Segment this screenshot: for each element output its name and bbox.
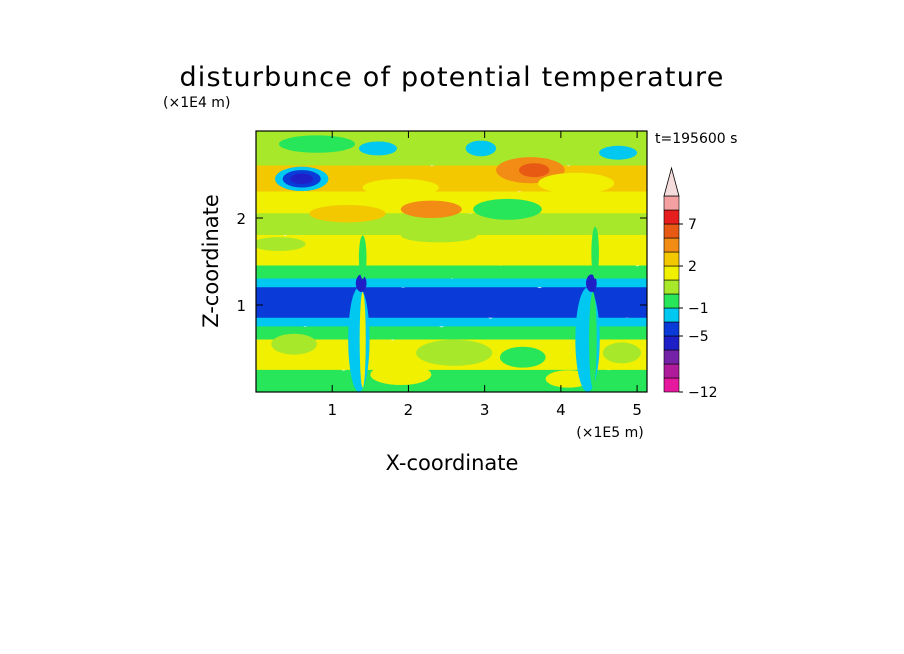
y-axis: 12 — [236, 210, 647, 315]
contour-band — [256, 226, 647, 266]
contour-feature — [473, 198, 542, 220]
contour-feature — [400, 200, 462, 218]
contour-feature — [309, 204, 386, 223]
x-unit-label: (×1E5 m) — [576, 425, 643, 441]
x-tick-label: 2 — [404, 401, 414, 419]
x-tick-label: 1 — [327, 401, 337, 419]
contour-feature — [370, 364, 432, 386]
contour-feature — [359, 291, 366, 388]
colorbar-segment — [663, 237, 680, 253]
contour-feature — [358, 141, 398, 156]
contour-feature — [591, 226, 599, 279]
colorbar-segment — [663, 377, 680, 393]
colorbar-segment — [663, 251, 680, 267]
colorbar-segment — [663, 223, 680, 239]
colorbar-segment — [663, 195, 680, 211]
colorbar-label: −1 — [688, 301, 709, 317]
contour-feature — [518, 163, 550, 178]
contour-feature — [256, 237, 306, 252]
plot-frame — [255, 130, 648, 393]
colorbar-segment — [663, 321, 680, 337]
colorbar-segment — [663, 307, 680, 323]
colorbar-label: −5 — [688, 329, 709, 345]
y-axis-label: Z-coordinate — [199, 194, 223, 328]
x-axis: 1 2 3 4 5 — [327, 131, 642, 419]
contour-feature — [602, 342, 641, 364]
contour-feature — [598, 145, 638, 160]
colorbar-extend-arrow — [663, 166, 680, 197]
contour-feature — [271, 333, 317, 355]
colorbar-segment — [663, 363, 680, 379]
contour-feature — [400, 228, 478, 243]
colorbar-segment — [663, 349, 680, 365]
contour-band — [256, 131, 647, 166]
contour-feature — [416, 339, 493, 366]
contour-feature — [538, 172, 615, 194]
colorbar-segment — [663, 279, 680, 295]
contour-feature — [358, 235, 367, 279]
contour-feature — [589, 291, 597, 388]
contour-field — [256, 131, 647, 392]
contour-feature — [465, 140, 497, 157]
contour-feature — [499, 346, 546, 368]
contour-feature — [348, 287, 370, 392]
colorbar-segment — [663, 209, 680, 225]
colorbar-segment — [663, 293, 680, 309]
colorbar-label: 7 — [688, 217, 697, 233]
x-axis-label: X-coordinate — [386, 451, 519, 475]
x-tick-label: 3 — [480, 401, 490, 419]
x-tick-label: 4 — [556, 401, 566, 419]
colorbar-label: −12 — [688, 385, 718, 401]
time-label: t=195600 s — [655, 131, 737, 147]
contour-feature — [586, 274, 597, 292]
contour-feature — [362, 178, 439, 197]
contour-feature — [355, 274, 367, 292]
colorbar-label: 2 — [688, 259, 697, 275]
colorbar: −12−5−127 — [663, 166, 718, 401]
chart-title: disturbunce of potential temperature — [179, 62, 724, 93]
contour-feature — [278, 135, 356, 153]
x-tick-label: 5 — [632, 401, 642, 419]
contour-feature — [290, 173, 314, 185]
y-tick-label: 2 — [236, 210, 246, 228]
y-unit-label: (×1E4 m) — [163, 95, 230, 111]
plot-area — [255, 130, 648, 393]
colorbar-segment — [663, 265, 680, 281]
colorbar-segment — [663, 335, 680, 351]
y-tick-label: 1 — [236, 297, 246, 315]
